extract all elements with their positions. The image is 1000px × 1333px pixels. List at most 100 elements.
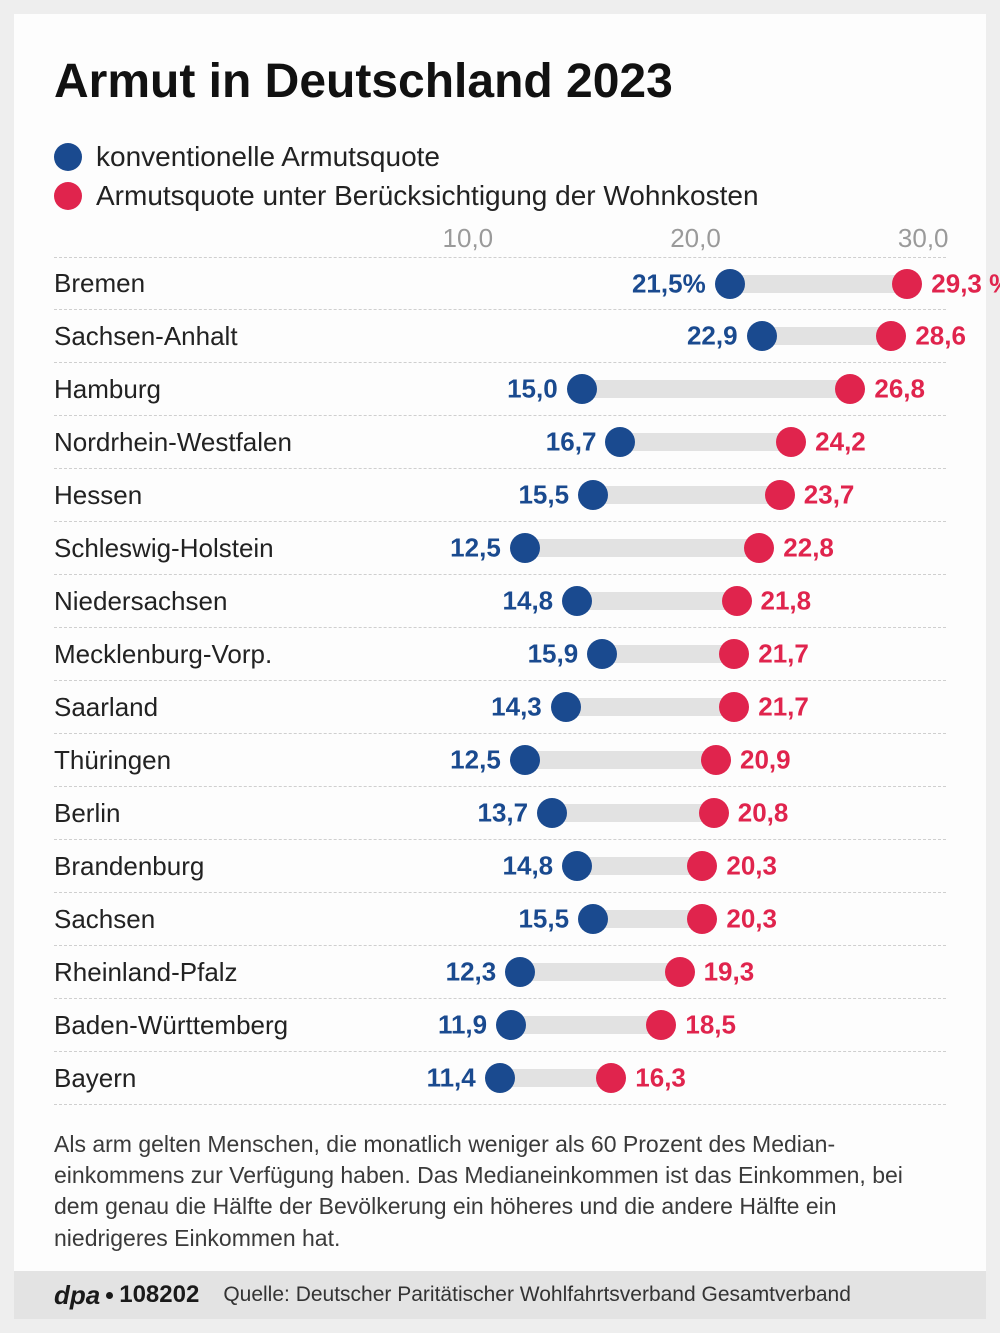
value-conventional: 12,5 <box>450 533 501 564</box>
dot-conventional <box>747 321 777 351</box>
value-conventional: 11,9 <box>438 1010 487 1041</box>
dot-housing <box>722 586 752 616</box>
chart: 10,020,030,0 Bremen21,5%29,3 %Sachsen-An… <box>54 223 946 1105</box>
table-row: Hessen 15,5 23,7 <box>54 469 946 522</box>
dot-housing <box>892 269 922 299</box>
dot-housing <box>699 798 729 828</box>
dot-conventional <box>562 586 592 616</box>
value-conventional: 12,5 <box>450 745 501 776</box>
value-conventional: 16,7 <box>546 427 597 458</box>
footnote: Als arm gelten Menschen, die monatlich w… <box>54 1129 946 1253</box>
dot-housing <box>719 639 749 669</box>
table-row: Bayern11,416,3 <box>54 1052 946 1105</box>
value-housing: 23,7 <box>804 480 855 511</box>
dot-conventional <box>510 745 540 775</box>
dot-housing <box>876 321 906 351</box>
table-row: Sachsen15,520,3 <box>54 893 946 946</box>
footer-bar: dpa 108202 Quelle: Deutscher Paritätisch… <box>14 1271 986 1319</box>
row-plot: 12,5 22,8 <box>354 522 946 574</box>
row-label: Bremen <box>54 268 354 299</box>
table-row: Sachsen-Anhalt22,928,6 <box>54 310 946 363</box>
table-row: Berlin 13,7 20,8 <box>54 787 946 840</box>
row-label: Sachsen <box>54 904 354 935</box>
value-conventional: 15,0 <box>507 374 558 405</box>
value-housing: 21,7 <box>758 639 809 670</box>
connector-track <box>511 1016 661 1034</box>
dot-conventional <box>551 692 581 722</box>
row-plot: 13,7 20,8 <box>354 787 946 839</box>
dot-conventional <box>562 851 592 881</box>
value-conventional: 21,5% <box>632 268 706 299</box>
row-plot: 11,416,3 <box>354 1052 946 1104</box>
dot-housing <box>687 904 717 934</box>
dot-conventional <box>605 427 635 457</box>
value-housing: 26,8 <box>874 374 925 405</box>
brand-dot-icon <box>106 1292 113 1299</box>
value-housing: 18,5 <box>685 1010 736 1041</box>
row-plot: 15,520,3 <box>354 893 946 945</box>
value-housing: 19,3 <box>704 957 755 988</box>
row-label: Brandenburg <box>54 851 354 882</box>
dot-housing <box>665 957 695 987</box>
dot-conventional <box>496 1010 526 1040</box>
value-conventional: 15,5 <box>518 480 569 511</box>
table-row: Nordrhein-Westfalen16,724,2 <box>54 416 946 469</box>
row-plot: 15,921,7 <box>354 628 946 680</box>
legend-dot-blue <box>54 143 82 171</box>
row-label: Rheinland-Pfalz <box>54 957 354 988</box>
value-conventional: 11,4 <box>427 1063 476 1094</box>
row-plot: 15,5 23,7 <box>354 469 946 521</box>
legend-label: Armutsquote unter Berücksichtigung der W… <box>96 176 759 215</box>
value-housing: 24,2 <box>815 427 866 458</box>
row-label: Berlin <box>54 798 354 829</box>
value-housing: 20,8 <box>738 798 789 829</box>
legend-dot-red <box>54 182 82 210</box>
x-axis: 10,020,030,0 <box>354 223 946 257</box>
axis-tick: 10,0 <box>443 223 494 254</box>
value-housing: 20,3 <box>726 851 777 882</box>
row-label: Sachsen-Anhalt <box>54 321 354 352</box>
table-row: Thüringen 12,5 20,9 <box>54 734 946 787</box>
value-conventional: 22,9 <box>687 321 738 352</box>
row-plot: 14,820,3 <box>354 840 946 892</box>
value-conventional: 12,3 <box>446 957 497 988</box>
legend-item-housing: Armutsquote unter Berücksichtigung der W… <box>54 176 946 215</box>
row-plot: 15,0 26,8 <box>354 363 946 415</box>
row-plot: 12,5 20,9 <box>354 734 946 786</box>
connector-track <box>525 539 760 557</box>
row-plot: 14,321,7 <box>354 681 946 733</box>
dot-housing <box>687 851 717 881</box>
row-label: Schleswig-Holstein <box>54 533 354 564</box>
connector-track <box>730 275 908 293</box>
row-label: Bayern <box>54 1063 354 1094</box>
dot-housing <box>719 692 749 722</box>
connector-track <box>762 327 892 345</box>
table-row: Baden-Württemberg11,918,5 <box>54 999 946 1052</box>
connector-track <box>582 380 851 398</box>
dot-conventional <box>578 480 608 510</box>
value-housing: 28,6 <box>915 321 966 352</box>
row-label: Mecklenburg-Vorp. <box>54 639 354 670</box>
row-label: Thüringen <box>54 745 354 776</box>
row-plot: 22,928,6 <box>354 310 946 362</box>
legend-item-conventional: konventionelle Armutsquote <box>54 137 946 176</box>
connector-track <box>500 1069 612 1087</box>
value-housing: 21,7 <box>758 692 809 723</box>
dot-conventional <box>715 269 745 299</box>
dot-conventional <box>567 374 597 404</box>
table-row: Saarland14,321,7 <box>54 681 946 734</box>
value-conventional: 14,8 <box>503 586 554 617</box>
value-conventional: 13,7 <box>477 798 528 829</box>
brand-code: 108202 <box>119 1281 199 1309</box>
dot-conventional <box>510 533 540 563</box>
value-housing: 20,9 <box>740 745 791 776</box>
value-housing: 22,8 <box>783 533 834 564</box>
value-housing: 29,3 % <box>931 268 1000 299</box>
dot-housing <box>765 480 795 510</box>
page-title: Armut in Deutschland 2023 <box>54 54 946 109</box>
dot-housing <box>744 533 774 563</box>
connector-track <box>593 486 780 504</box>
row-plot: 12,3 19,3 <box>354 946 946 998</box>
row-label: Hessen <box>54 480 354 511</box>
table-row: Brandenburg14,820,3 <box>54 840 946 893</box>
